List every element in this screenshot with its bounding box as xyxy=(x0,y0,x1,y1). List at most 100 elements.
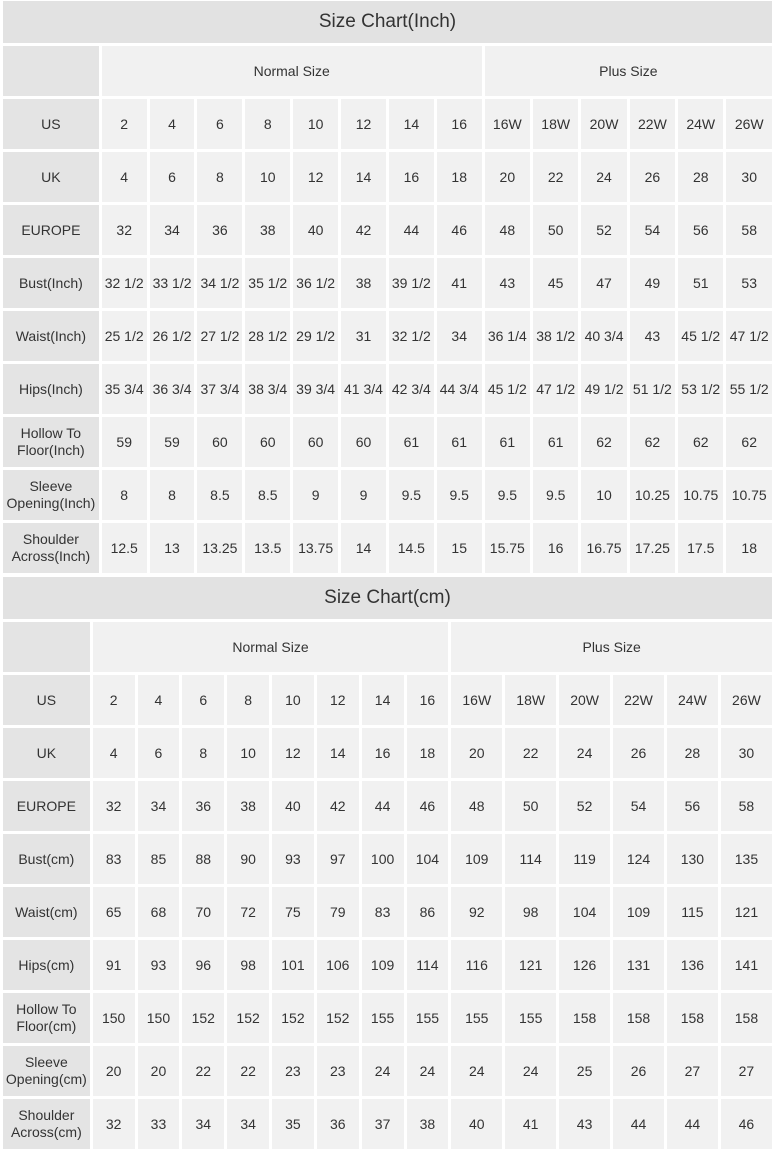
table-cell: 16W xyxy=(451,675,503,725)
table-cell: 44 xyxy=(666,1099,718,1149)
table-row: EUROPE 32 34 36 38 40 42 44 46 48 50 52 54 56 58 xyxy=(3,781,772,831)
table-cell: 26W xyxy=(726,99,772,149)
table-cell: 26 xyxy=(613,728,664,778)
table-cell: 83 xyxy=(92,834,135,884)
table-cell: 13.25 xyxy=(197,523,243,573)
row-label: Bust(Inch) xyxy=(3,258,99,308)
table-cell: 141 xyxy=(720,940,772,990)
table-cell: 20 xyxy=(137,1046,180,1096)
table-cell: 10.25 xyxy=(629,470,676,520)
table-cell: 25 1/2 xyxy=(101,311,147,361)
table-cell: 14 xyxy=(316,728,359,778)
table-cell: 36 xyxy=(316,1099,359,1149)
table-cell: 26 xyxy=(613,1046,664,1096)
table-cell: 88 xyxy=(182,834,225,884)
table-cell: 28 xyxy=(666,728,718,778)
table-row: Hollow To Floor(cm) 150 150 152 152 152 152 155… xyxy=(3,993,772,1043)
table-cell: 62 xyxy=(581,417,627,467)
table-cell: 10.75 xyxy=(726,470,772,520)
table-cell: 115 xyxy=(666,887,718,937)
table-cell: 44 xyxy=(388,205,434,255)
table-cell: 44 xyxy=(361,781,404,831)
table-cell: 26 xyxy=(629,152,676,202)
table-cell: 150 xyxy=(92,993,135,1043)
table-cell: 32 1/2 xyxy=(388,311,434,361)
table-cell: 9.5 xyxy=(533,470,579,520)
row-label: Shoulder Across(cm) xyxy=(3,1099,90,1149)
table-cell: 31 xyxy=(341,311,386,361)
table-cell: 41 xyxy=(505,1099,557,1149)
row-label: Hips(cm) xyxy=(3,940,90,990)
row-label: Waist(Inch) xyxy=(3,311,99,361)
row-label: Shoulder Across(Inch) xyxy=(3,523,99,573)
table-cell: 15 xyxy=(436,523,482,573)
table-cell: 4 xyxy=(137,675,180,725)
table-cell: 41 3/4 xyxy=(341,364,386,414)
table-cell: 98 xyxy=(227,940,270,990)
table-cell: 13 xyxy=(149,523,195,573)
table-row: Sleeve Opening(Inch) 8 8 8.5 8.5 9 9 9.5 9.5 9.5 9… xyxy=(3,470,772,520)
table-cell: 152 xyxy=(182,993,225,1043)
table-cell: 30 xyxy=(726,152,772,202)
table-row: Hips(Inch) 35 3/4 36 3/4 37 3/4 38 3/4 39 3/4… xyxy=(3,364,772,414)
table-cell: 116 xyxy=(451,940,503,990)
table-cell: 35 1/2 xyxy=(245,258,291,308)
table-cell: 2 xyxy=(101,99,147,149)
table-cell: 130 xyxy=(666,834,718,884)
table-cell: 83 xyxy=(361,887,404,937)
table-cell: 6 xyxy=(197,99,243,149)
table-cell: 27 xyxy=(720,1046,772,1096)
table-row: Hollow To Floor(Inch) 59 59 60 60 60 60 61 61 61 6… xyxy=(3,417,772,467)
table-cell: 52 xyxy=(581,205,627,255)
table-cell: 47 1/2 xyxy=(533,364,579,414)
table-cell: 85 xyxy=(137,834,180,884)
table-cell: 60 xyxy=(245,417,291,467)
row-label: US xyxy=(3,99,99,149)
table-cell: 34 1/2 xyxy=(197,258,243,308)
table-cell: 24W xyxy=(666,675,718,725)
table-cell: 9 xyxy=(293,470,339,520)
table-cell: 37 3/4 xyxy=(197,364,243,414)
table-cell: 10 xyxy=(581,470,627,520)
chart-title: Size Chart(cm) xyxy=(3,577,772,619)
table-row: Sleeve Opening(cm) 20 20 22 22 23 23 24 24 24 24 25… xyxy=(3,1046,772,1096)
table-cell: 10 xyxy=(293,99,339,149)
table-cell: 34 xyxy=(182,1099,225,1149)
table-cell: 12 xyxy=(293,152,339,202)
table-cell: 4 xyxy=(101,152,147,202)
table-cell: 60 xyxy=(197,417,243,467)
table-cell: 109 xyxy=(361,940,404,990)
table-cell: 46 xyxy=(720,1099,772,1149)
table-cell: 114 xyxy=(505,834,557,884)
table-cell: 155 xyxy=(406,993,449,1043)
table-cell: 16 xyxy=(406,675,449,725)
table-cell: 18 xyxy=(406,728,449,778)
table-cell: 32 1/2 xyxy=(101,258,147,308)
table-cell: 32 xyxy=(92,1099,135,1149)
table-cell: 98 xyxy=(505,887,557,937)
table-cell: 45 1/2 xyxy=(678,311,724,361)
table-cell: 24 xyxy=(451,1046,503,1096)
table-cell: 22 xyxy=(182,1046,225,1096)
table-cell: 49 1/2 xyxy=(581,364,627,414)
table-cell: 58 xyxy=(720,781,772,831)
table-cell: 38 xyxy=(406,1099,449,1149)
table-cell: 16W xyxy=(484,99,530,149)
row-label: US xyxy=(3,675,90,725)
table-cell: 51 1/2 xyxy=(629,364,676,414)
table-cell: 93 xyxy=(272,834,314,884)
size-chart-inch: Size Chart(Inch) Normal Size Plus Size US 2 4… xyxy=(0,1,775,576)
table-cell: 30 xyxy=(720,728,772,778)
row-label: Hollow To Floor(Inch) xyxy=(3,417,99,467)
table-row: Bust(cm) 83 85 88 90 93 97 100 104 109 114 119 124 13… xyxy=(3,834,772,884)
table-cell: 12 xyxy=(316,675,359,725)
table-cell: 6 xyxy=(137,728,180,778)
table-cell: 106 xyxy=(316,940,359,990)
group-header-row: Normal Size Plus Size xyxy=(3,46,772,96)
table-cell: 97 xyxy=(316,834,359,884)
table-cell: 46 xyxy=(406,781,449,831)
table-cell: 47 1/2 xyxy=(726,311,772,361)
table-cell: 8 xyxy=(227,675,270,725)
table-cell: 68 xyxy=(137,887,180,937)
table-cell: 36 1/4 xyxy=(484,311,530,361)
